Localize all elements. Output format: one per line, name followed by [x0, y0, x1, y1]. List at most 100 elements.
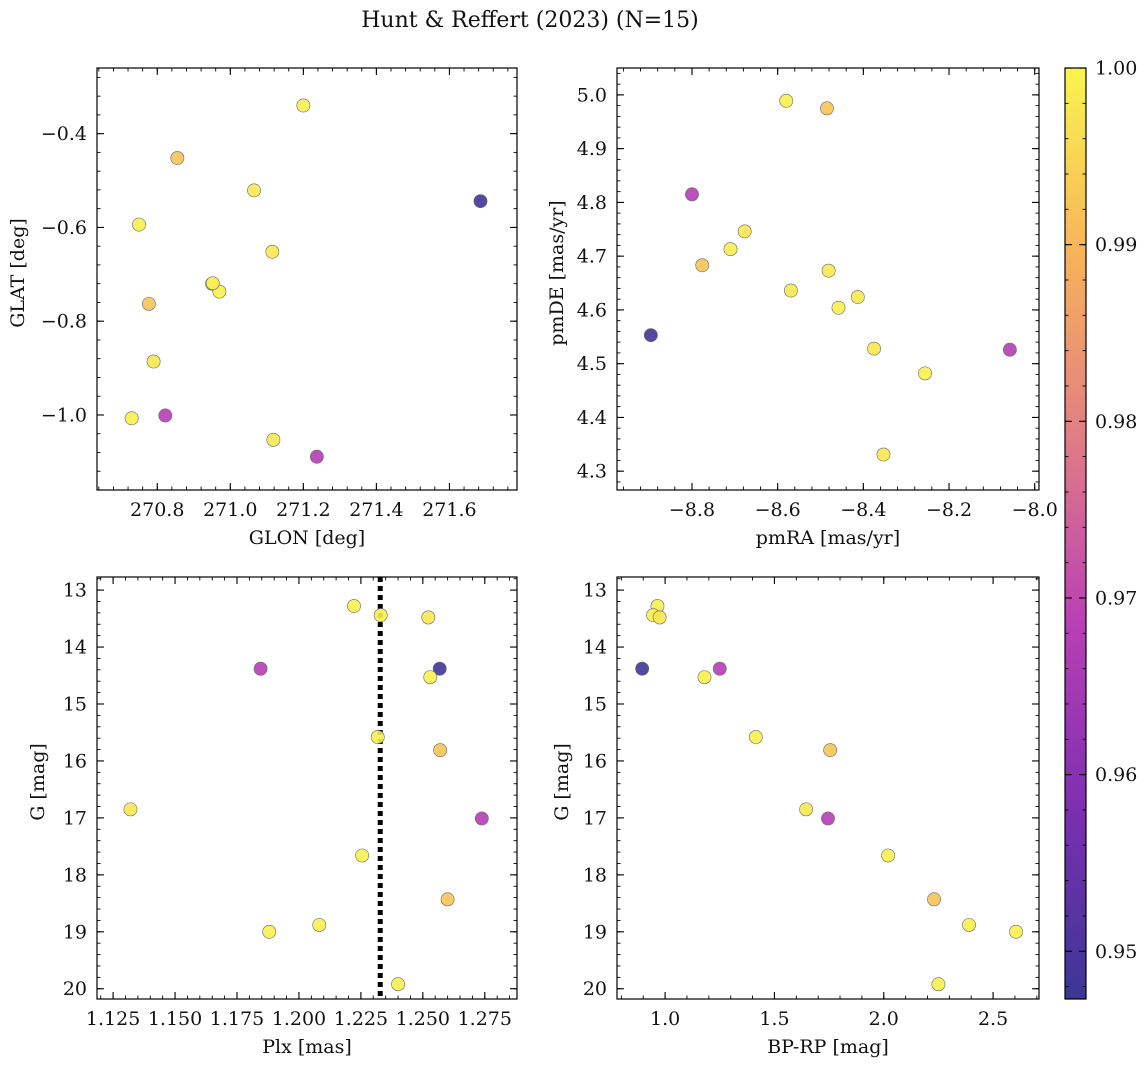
scatter-point-g: [123, 802, 138, 817]
y-tick-label: 14: [583, 637, 607, 659]
scatter-point-glat: [266, 432, 281, 447]
scatter-point-g: [440, 892, 455, 907]
x-axis-label: GLON [deg]: [249, 527, 365, 549]
scatter-point-g: [712, 661, 727, 676]
y-axis-label: pmDE [mas/yr]: [546, 200, 568, 345]
colorbar-tick-label: 0.98: [1095, 411, 1137, 433]
scatter-point-pmde: [784, 283, 798, 298]
scatter-point-g: [652, 610, 667, 625]
scatter-point-glat: [170, 151, 185, 165]
x-tick-label: −8.2: [926, 499, 972, 521]
x-tick-label: −8.4: [840, 499, 886, 521]
scatter-point-g: [253, 661, 268, 676]
y-tick-label: −0.6: [41, 217, 87, 239]
scatter-point-g: [370, 730, 385, 744]
y-tick-label: −1.0: [41, 404, 87, 426]
y-tick-label: 4.3: [577, 461, 607, 483]
scatter-point-g: [635, 661, 650, 676]
scatter-point-g: [474, 811, 489, 826]
x-tick-label: 2.5: [978, 1008, 1008, 1030]
scatter-point-g: [962, 918, 976, 932]
y-tick-label: 16: [583, 750, 607, 772]
y-axis-label: G [mag]: [27, 743, 49, 821]
scatter-point-g: [423, 670, 438, 685]
scatter-point-g: [373, 608, 388, 623]
colorbar-tick-label: 0.96: [1095, 764, 1137, 786]
scatter-point-pmde: [867, 341, 881, 356]
scatter-point-g: [881, 848, 896, 863]
scatter-point-pmde: [695, 258, 710, 273]
y-tick-label: 19: [63, 921, 87, 943]
scatter-point-glat: [296, 98, 311, 113]
x-tick-label: 1.225: [334, 1008, 388, 1030]
scatter-point-g: [312, 918, 327, 932]
scatter-point-glat: [205, 276, 220, 291]
scatter-point-g: [433, 743, 448, 758]
y-tick-label: 14: [63, 637, 87, 659]
scatter-point-pmde: [876, 447, 891, 462]
x-tick-label: 1.150: [148, 1008, 202, 1030]
scatter-point-pmde: [737, 224, 752, 239]
scatter-point-glat: [146, 354, 161, 369]
x-tick-label: 271.4: [349, 499, 403, 521]
scatter-point-g: [262, 924, 277, 939]
scatter-point-g: [432, 661, 447, 676]
x-tick-label: 1.275: [458, 1008, 512, 1030]
figure-title: Hunt & Reffert (2023) (N=15): [361, 8, 699, 33]
y-tick-label: −0.4: [41, 123, 87, 145]
y-tick-label: 4.5: [577, 353, 607, 375]
axes-frame: [616, 576, 1040, 1000]
scatter-point-g: [1009, 924, 1023, 939]
colorbar-tick-label: 0.99: [1095, 234, 1137, 256]
x-tick-label: 2.0: [869, 1008, 899, 1030]
y-tick-label: 4.6: [577, 299, 607, 321]
x-tick-label: −8.8: [669, 499, 715, 521]
x-axis-label: Plx [mas]: [262, 1036, 352, 1058]
y-tick-label: 4.9: [577, 138, 607, 160]
axes-frame: [616, 67, 1040, 491]
scatter-point-glat: [247, 183, 261, 198]
scatter-point-pmde: [685, 187, 699, 202]
colorbar-gradient: [1064, 67, 1087, 1000]
scatter-point-pmde: [821, 263, 836, 278]
scatter-point-pmde: [779, 93, 794, 108]
scatter-point-g: [391, 977, 405, 992]
y-tick-label: 17: [583, 807, 607, 829]
y-tick-label: 4.4: [577, 407, 607, 429]
scatter-point-glat: [124, 411, 139, 426]
y-tick-label: 4.7: [577, 246, 607, 268]
scatter-point-g: [931, 977, 946, 992]
colorbar-tick-label: 0.97: [1095, 587, 1137, 609]
y-tick-label: 20: [63, 978, 87, 1000]
x-tick-label: −8.0: [1012, 499, 1058, 521]
x-tick-label: 271.6: [422, 499, 476, 521]
y-tick-label: 15: [63, 693, 87, 715]
x-axis-label: pmRA [mas/yr]: [756, 527, 900, 549]
axes-frame: [96, 67, 518, 491]
x-tick-label: 270.8: [130, 499, 184, 521]
scatter-point-g: [821, 811, 835, 826]
panel-pmra-pmde: −8.8 −8.6 −8.4 −8.2 −8.0 4.3 4.4 4.5 4.6 4.7 4.8 4.…: [546, 67, 1058, 549]
scatter-point-g: [927, 892, 941, 907]
y-tick-label: 16: [63, 750, 87, 772]
y-tick-label: 13: [583, 580, 607, 602]
scatter-point-g: [823, 743, 838, 758]
x-tick-label: 1.5: [759, 1008, 789, 1030]
y-tick-label: 19: [583, 921, 607, 943]
x-axis-label: BP-RP [mag]: [767, 1036, 889, 1058]
y-tick-label: 4.8: [577, 192, 607, 214]
x-tick-label: 1.175: [210, 1008, 264, 1030]
scatter-point-glat: [473, 194, 488, 209]
y-axis-label: G [mag]: [551, 743, 573, 821]
y-tick-label: 13: [63, 580, 87, 602]
scatter-point-glat: [158, 408, 173, 423]
y-tick-label: 17: [63, 807, 87, 829]
scatter-point-pmde: [723, 242, 738, 257]
y-tick-label: 5.0: [577, 84, 607, 106]
scatter-point-g: [799, 802, 814, 817]
scatter-point-g: [748, 730, 763, 744]
scatter-point-glat: [132, 217, 146, 232]
panel-bprp-g: 1.0 1.5 2.0 2.5 13 14 15 16 17 18 19 20 BP-RP [mag] G…: [551, 576, 1040, 1058]
colorbar-tick-label: 1.00: [1095, 58, 1137, 80]
